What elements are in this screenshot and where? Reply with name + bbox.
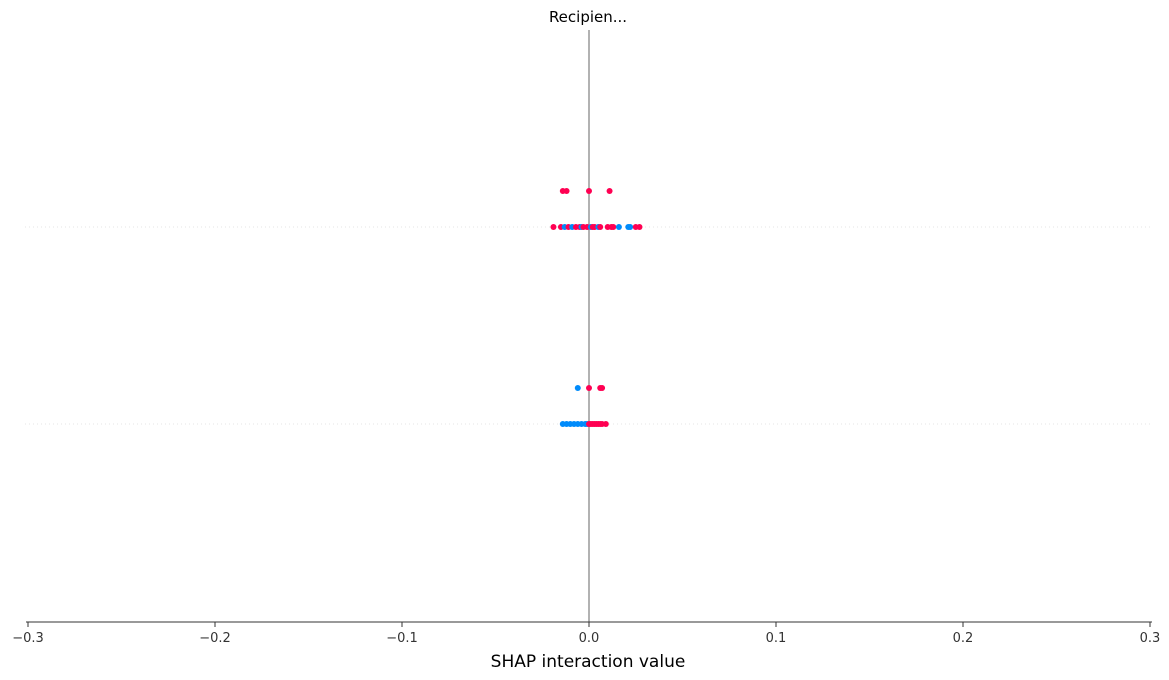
- scatter-point: [602, 421, 609, 427]
- panel-title: Recipien...: [549, 8, 627, 26]
- x-tick-label: 0.1: [766, 631, 787, 646]
- x-tick-label: 0.0: [579, 631, 600, 646]
- x-axis-ticks: −0.3 −0.2 −0.1 0.0 0.1 0.2 0.3: [12, 622, 1160, 646]
- scatter-point: [606, 188, 613, 194]
- scatter-point: [615, 224, 622, 230]
- x-axis-title: SHAP interaction value: [491, 652, 686, 672]
- scatter-point: [574, 385, 581, 391]
- scatter-point: [550, 224, 557, 230]
- x-tick-label: 0.3: [1140, 631, 1161, 646]
- points-layer: [550, 188, 643, 427]
- scatter-point: [636, 224, 643, 230]
- scatter-point: [586, 188, 592, 194]
- x-tick-label: 0.2: [953, 631, 974, 646]
- scatter-point: [599, 385, 606, 391]
- x-tick-label: −0.3: [12, 631, 44, 646]
- scatter-point: [610, 224, 617, 230]
- scatter-point: [597, 224, 604, 230]
- scatter-point: [627, 224, 634, 230]
- scatter-point: [586, 385, 592, 391]
- x-tick-label: −0.1: [386, 631, 418, 646]
- scatter-point: [563, 188, 570, 194]
- x-tick-label: −0.2: [199, 631, 231, 646]
